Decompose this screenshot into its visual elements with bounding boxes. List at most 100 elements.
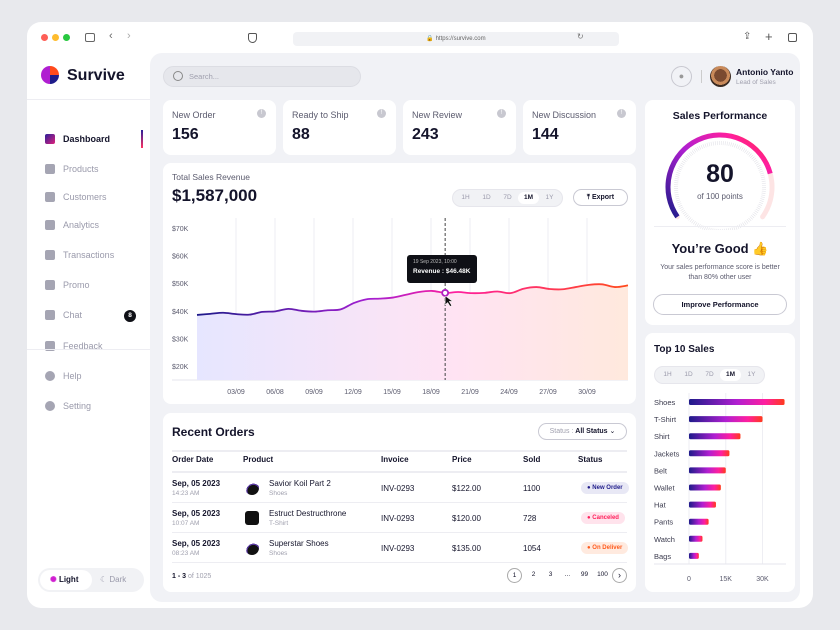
status-badge: ● New Order (581, 482, 629, 494)
sidebar-item-transactions[interactable]: Transactions (45, 250, 114, 260)
info-icon[interactable]: ! (497, 109, 506, 118)
info-icon[interactable]: ! (257, 109, 266, 118)
sidebar-item-feedback[interactable]: Feedback (45, 341, 103, 351)
bar-watch[interactable] (689, 535, 703, 542)
sidebar-item-label: Chat (63, 310, 83, 320)
x-tick-label: 18/09 (422, 389, 440, 396)
x-tick-label: 27/09 (539, 389, 557, 396)
sidebar-item-setting[interactable]: Setting (45, 401, 91, 411)
sidebar-item-customers[interactable]: Customers (45, 192, 107, 202)
product-name[interactable]: Superstar Shoes (269, 539, 329, 548)
address-bar[interactable]: 🔒 https://survive.com (293, 32, 619, 46)
range-1y[interactable]: 1Y (545, 194, 554, 201)
theme-dark-option[interactable]: ☾ Dark (100, 570, 126, 590)
stat-card-3[interactable]: New Discussion! 144 (523, 100, 636, 155)
reload-icon[interactable]: ↻ (577, 32, 584, 41)
minimize-window-button[interactable] (52, 34, 59, 41)
stat-card-2[interactable]: New Review! 243 (403, 100, 516, 155)
close-window-button[interactable] (41, 34, 48, 41)
bar-label: T-Shirt (654, 415, 677, 424)
range-1d[interactable]: 1D (482, 194, 491, 201)
bar-wallet[interactable] (689, 484, 721, 491)
info-icon[interactable]: ! (377, 109, 386, 118)
box-icon (45, 164, 55, 174)
sidebar-item-dashboard[interactable]: Dashboard (45, 134, 110, 144)
range-1y[interactable]: 1Y (747, 371, 756, 378)
column-header[interactable]: Status (578, 455, 603, 464)
top-sales-range-selector[interactable]: 1H 1D 7D 1M 1Y (654, 366, 765, 384)
theme-light-option[interactable]: ✺ Light (40, 570, 92, 590)
bar-belt[interactable] (689, 467, 726, 474)
page-100[interactable]: 100 (597, 571, 608, 578)
forward-icon[interactable]: › (127, 30, 131, 42)
browser-window: ‹ › 🔒 https://survive.com ↻ ⇪ + Survive … (27, 22, 813, 608)
share-icon[interactable]: ⇪ (743, 31, 752, 42)
back-icon[interactable]: ‹ (109, 30, 113, 42)
tabs-overview-icon[interactable] (788, 33, 797, 42)
bar-pants[interactable] (689, 518, 709, 525)
theme-toggle[interactable]: ✺ Light ☾ Dark (38, 568, 144, 592)
bar-shirt[interactable] (689, 433, 741, 440)
column-header[interactable]: Price (452, 455, 472, 464)
stat-card-0[interactable]: New Order! 156 (163, 100, 276, 155)
stat-label: New Discussion (532, 110, 597, 120)
order-time: 10:07 AM (172, 520, 200, 527)
bar-bags[interactable] (689, 552, 699, 559)
sidebar-toggle-icon[interactable] (85, 33, 95, 42)
sidebar-item-chat[interactable]: Chat (45, 310, 82, 320)
stat-card-1[interactable]: Ready to Ship! 88 (283, 100, 396, 155)
range-1d[interactable]: 1D (684, 371, 693, 378)
column-header[interactable]: Order Date (172, 455, 214, 464)
new-tab-icon[interactable]: + (765, 29, 773, 44)
bar-t-shirt[interactable] (689, 416, 763, 423)
orders-title: Recent Orders (172, 425, 255, 439)
page-99[interactable]: 99 (580, 571, 589, 578)
product-category: Shoes (269, 490, 288, 497)
order-time: 08:23 AM (172, 550, 200, 557)
column-header[interactable]: Sold (523, 455, 541, 464)
y-tick-label: $70K (172, 226, 189, 233)
page-3[interactable]: 3 (548, 571, 553, 578)
maximize-window-button[interactable] (63, 34, 70, 41)
avatar[interactable] (710, 66, 731, 87)
improve-performance-button[interactable]: Improve Performance (653, 294, 787, 315)
revenue-range-selector[interactable]: 1H 1D 7D 1M 1Y (452, 189, 563, 207)
stat-label: New Review (412, 110, 463, 120)
pagination-range: 1 - 3 (172, 573, 187, 580)
sidebar-item-promo[interactable]: Promo (45, 280, 90, 290)
y-tick-label: $40K (172, 309, 189, 316)
sidebar-item-products[interactable]: Products (45, 164, 99, 174)
thumbs-up-icon (45, 341, 55, 351)
product-name[interactable]: Estruct Destructhrone (269, 509, 347, 518)
order-date: Sep, 05 2023 (172, 479, 221, 488)
page-...[interactable]: ... (564, 571, 571, 578)
range-1m[interactable]: 1M (720, 369, 741, 381)
revenue-title: Total Sales Revenue (172, 172, 250, 182)
column-header[interactable]: Product (243, 455, 274, 464)
notification-bell-icon[interactable]: ● (671, 66, 692, 87)
sidebar-item-help[interactable]: Help (45, 371, 82, 381)
export-button[interactable]: ⤒ Export (573, 189, 628, 206)
highlight-point[interactable] (441, 289, 450, 297)
bar-shoes[interactable] (689, 399, 785, 405)
bar-hat[interactable] (689, 501, 716, 508)
range-1h[interactable]: 1H (461, 194, 470, 201)
column-header[interactable]: Invoice (381, 455, 409, 464)
shield-icon[interactable] (248, 33, 257, 43)
bar-jackets[interactable] (689, 450, 730, 457)
x-tick-label: 09/09 (305, 389, 323, 396)
stat-label: New Order (172, 110, 216, 120)
product-name[interactable]: Savior Koil Part 2 (269, 479, 331, 488)
range-1m[interactable]: 1M (518, 192, 539, 204)
status-filter-dropdown[interactable]: Status : All Status ⌄ (538, 423, 627, 440)
range-7d[interactable]: 7D (503, 194, 512, 201)
performance-headline: You’re Good 👍 (671, 241, 769, 256)
page-2[interactable]: 2 (531, 571, 536, 578)
range-7d[interactable]: 7D (705, 371, 714, 378)
sidebar-item-analytics[interactable]: Analytics (45, 220, 99, 230)
range-1h[interactable]: 1H (663, 371, 672, 378)
info-icon[interactable]: ! (617, 109, 626, 118)
page-1[interactable]: 1 (507, 568, 522, 583)
next-page-icon[interactable]: › (612, 568, 627, 583)
search-input[interactable]: Search... (163, 66, 361, 87)
